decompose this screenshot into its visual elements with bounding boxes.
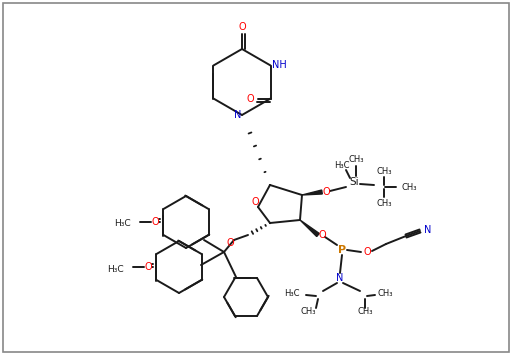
Text: H₃C: H₃C [108,264,124,273]
Text: H₃C: H₃C [114,219,131,229]
Text: N: N [336,273,344,283]
Text: CH₃: CH₃ [300,306,316,316]
Text: CH₃: CH₃ [402,182,417,191]
Text: O: O [151,217,159,227]
Text: H₃C: H₃C [285,289,300,299]
Text: O: O [251,197,259,207]
Text: N: N [424,225,432,235]
Polygon shape [300,220,319,236]
Text: O: O [144,262,152,272]
Text: CH₃: CH₃ [348,155,364,164]
Text: CH₃: CH₃ [377,289,393,299]
Text: O: O [226,238,234,248]
Text: Si: Si [349,177,359,187]
Text: O: O [247,93,254,104]
Text: O: O [322,187,330,197]
Text: CH₃: CH₃ [376,198,392,208]
Text: O: O [238,22,246,32]
Text: O: O [363,247,371,257]
Text: O: O [318,230,326,240]
Text: CH₃: CH₃ [376,166,392,175]
Text: H₃C: H₃C [334,162,350,170]
Text: P: P [338,245,346,255]
Polygon shape [302,190,322,195]
Text: NH: NH [271,60,286,71]
Text: N: N [234,110,242,120]
Text: CH₃: CH₃ [357,306,373,316]
